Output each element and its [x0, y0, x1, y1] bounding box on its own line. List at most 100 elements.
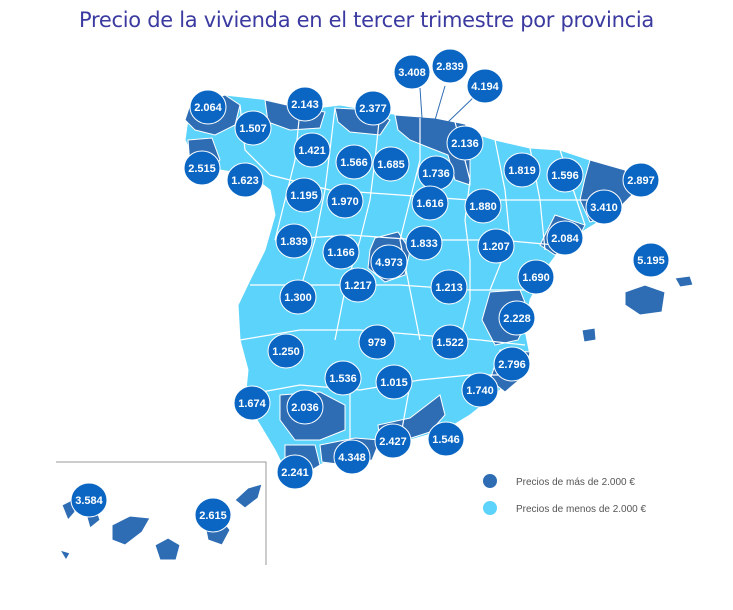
- price-bubble: 1.217: [339, 267, 377, 303]
- price-bubble-circle: [464, 188, 502, 224]
- price-bubble-label: 979: [368, 337, 386, 349]
- price-bubble-circle: [276, 454, 314, 490]
- price-bubble-label: 2.615: [199, 510, 227, 522]
- price-bubble-circle: [226, 162, 264, 198]
- price-bubble-label: 2.796: [498, 359, 526, 371]
- price-bubble-label: 2.839: [436, 61, 464, 73]
- price-bubble-label: 1.421: [298, 145, 326, 157]
- price-bubble-circle: [372, 146, 410, 182]
- price-bubble: 1.819: [503, 152, 541, 188]
- price-bubble: 2.515: [183, 150, 221, 186]
- price-bubble: 2.796: [493, 346, 531, 382]
- price-bubble-label: 2.228: [503, 313, 531, 325]
- price-bubble-circle: [339, 267, 377, 303]
- price-bubble-label: 2.136: [451, 138, 479, 150]
- price-bubble-circle: [546, 220, 584, 256]
- price-bubble-label: 1.522: [436, 337, 464, 349]
- price-bubble-circle: [446, 125, 484, 161]
- price-bubble: 1.536: [324, 360, 362, 396]
- price-bubble-label: 3.408: [398, 67, 426, 79]
- price-bubble-circle: [431, 48, 469, 84]
- price-bubble-label: 1.166: [327, 247, 355, 259]
- legend-high-swatch: [483, 474, 497, 488]
- price-bubble: 1.195: [285, 177, 323, 213]
- price-bubble-label: 1.839: [280, 236, 308, 248]
- price-bubble-circle: [493, 346, 531, 382]
- price-bubble-label: 1.623: [231, 175, 259, 187]
- price-bubble-circle: [293, 132, 331, 168]
- price-bubble-label: 4.348: [338, 452, 366, 464]
- price-bubble: 1.421: [293, 132, 331, 168]
- price-bubble-label: 1.819: [508, 165, 536, 177]
- price-bubble-label: 1.616: [416, 198, 444, 210]
- price-bubble-circle: [503, 152, 541, 188]
- price-bubble: 1.616: [411, 185, 449, 221]
- price-bubble-circle: [285, 177, 323, 213]
- price-bubble-circle: [286, 86, 324, 122]
- legend: Precios de más de 2.000 € Precios de men…: [483, 474, 647, 515]
- price-bubble: 2.897: [622, 162, 660, 198]
- price-bubble-circle: [322, 234, 360, 270]
- price-bubble-circle: [431, 324, 469, 360]
- price-bubble-label: 4.194: [471, 81, 499, 93]
- price-bubble: 2.377: [354, 90, 392, 126]
- price-bubble-label: 1.300: [284, 292, 312, 304]
- legend-low-label: Precios de menos de 2.000 €: [516, 504, 647, 515]
- region-ibiza-high: [581, 327, 597, 343]
- price-bubble-label: 1.674: [238, 398, 266, 410]
- price-bubble: 2.064: [189, 89, 227, 125]
- price-bubble: 2.427: [374, 423, 412, 459]
- price-bubble-label: 1.207: [482, 241, 510, 253]
- price-bubble-label: 1.880: [469, 201, 497, 213]
- price-bubble-label: 2.427: [379, 436, 407, 448]
- price-bubble-label: 2.064: [194, 102, 222, 114]
- price-bubble-circle: [517, 259, 555, 295]
- price-bubble-circle: [411, 185, 449, 221]
- map-title: Precio de la vivienda en el tercer trime…: [79, 8, 654, 32]
- price-bubble: 1.839: [275, 223, 313, 259]
- price-bubble-label: 1.213: [435, 282, 463, 294]
- price-bubble-label: 2.084: [551, 233, 579, 245]
- price-bubble: 2.615: [194, 497, 232, 533]
- price-bubble-label: 2.036: [291, 402, 319, 414]
- price-bubble-circle: [194, 497, 232, 533]
- price-bubble-circle: [326, 183, 364, 219]
- price-bubbles: 2.064 2.143 2.377 3.408 2.839 4.194 1.507 1.421…: [70, 48, 670, 533]
- price-bubble-circle: [393, 54, 431, 90]
- price-bubble: 1.166: [322, 234, 360, 270]
- price-bubble: 2.036: [286, 389, 324, 425]
- price-bubble-circle: [279, 279, 317, 315]
- price-bubble: 1.685: [372, 146, 410, 182]
- price-bubble: 1.880: [464, 188, 502, 224]
- price-bubble-label: 1.690: [522, 272, 550, 284]
- price-bubble: 2.136: [446, 125, 484, 161]
- price-bubble-circle: [498, 300, 536, 336]
- price-bubble-label: 2.377: [359, 103, 387, 115]
- price-bubble-circle: [333, 439, 371, 475]
- price-bubble-label: 1.970: [331, 196, 359, 208]
- price-bubble-circle: [189, 89, 227, 125]
- price-bubble: 979: [358, 324, 396, 360]
- price-bubble: 1.623: [226, 162, 264, 198]
- price-bubble: 2.839: [431, 48, 469, 84]
- price-bubble-circle: [405, 225, 443, 261]
- price-bubble-circle: [477, 228, 515, 264]
- price-bubble: 3.410: [585, 189, 623, 225]
- price-bubble-label: 1.596: [551, 170, 579, 182]
- price-bubble: 3.408: [393, 54, 431, 90]
- price-bubble: 2.143: [286, 86, 324, 122]
- price-bubble: 4.194: [466, 68, 504, 104]
- price-bubble: 3.584: [70, 482, 108, 518]
- canary-inset-frame: [56, 461, 267, 565]
- price-bubble-label: 2.515: [188, 163, 216, 175]
- price-bubble: 1.522: [431, 324, 469, 360]
- price-bubble-label: 1.015: [380, 377, 408, 389]
- price-bubble-circle: [430, 269, 468, 305]
- price-bubble-circle: [374, 423, 412, 459]
- price-bubble: 4.973: [370, 244, 408, 280]
- price-bubble-label: 4.973: [375, 257, 403, 269]
- price-bubble: 1.566: [335, 144, 373, 180]
- price-bubble-circle: [622, 162, 660, 198]
- price-bubble-circle: [466, 68, 504, 104]
- price-bubble-label: 1.546: [432, 434, 460, 446]
